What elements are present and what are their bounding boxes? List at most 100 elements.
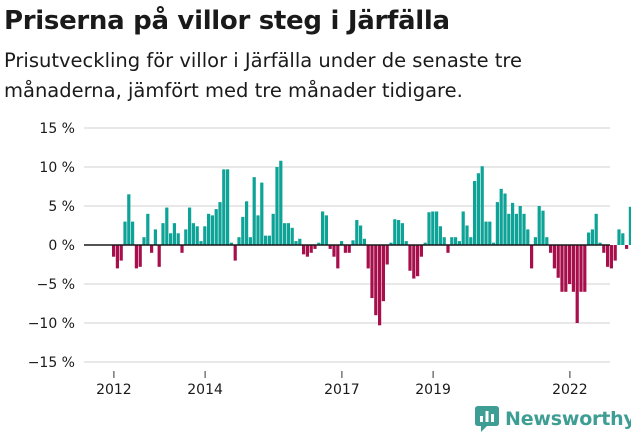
- bar: [568, 245, 572, 284]
- bar: [545, 237, 549, 245]
- bar: [374, 245, 378, 316]
- bar: [370, 245, 374, 299]
- bar: [188, 207, 192, 245]
- bar: [609, 245, 613, 269]
- bar: [165, 207, 169, 245]
- bar: [347, 245, 351, 253]
- bar: [564, 245, 568, 292]
- bar: [389, 242, 393, 245]
- bar: [340, 241, 344, 245]
- bar: [260, 182, 264, 245]
- bar: [123, 221, 127, 245]
- bar: [138, 245, 142, 267]
- bar: [416, 245, 420, 277]
- y-tick-label: 5 %: [48, 199, 75, 215]
- bar: [366, 245, 370, 269]
- bar: [492, 242, 496, 245]
- bar: [541, 210, 545, 245]
- bar: [343, 245, 347, 253]
- bar: [556, 245, 560, 278]
- bar: [454, 237, 458, 245]
- bar: [476, 173, 480, 245]
- bar: [305, 245, 309, 257]
- bar: [606, 245, 610, 267]
- bar: [119, 245, 123, 261]
- bar: [400, 223, 404, 245]
- bar: [264, 235, 268, 245]
- bar: [423, 242, 427, 245]
- bar: [412, 245, 416, 279]
- bar: [184, 229, 188, 245]
- bar: [199, 241, 203, 245]
- bar: [469, 237, 473, 245]
- bar: [286, 223, 290, 245]
- bar: [157, 245, 161, 267]
- bar: [245, 201, 249, 245]
- bar: [218, 202, 222, 245]
- bar: [112, 245, 116, 257]
- bar: [191, 223, 195, 245]
- bar: [275, 167, 279, 245]
- bar: [579, 245, 583, 292]
- bar: [457, 241, 461, 245]
- bar: [602, 245, 606, 253]
- bar: [355, 220, 359, 245]
- bar: [549, 245, 553, 253]
- bar: [533, 237, 537, 245]
- x-tick-label: 2014: [187, 382, 223, 398]
- bar: [465, 225, 469, 245]
- bar: [537, 206, 541, 245]
- bar: [560, 245, 564, 292]
- bar: [473, 181, 477, 245]
- bar: [431, 211, 435, 245]
- bars: [112, 160, 631, 326]
- bar: [571, 245, 575, 292]
- bar: [313, 245, 317, 249]
- bar: [195, 226, 199, 245]
- bar: [359, 225, 363, 245]
- bar: [442, 237, 446, 245]
- bar: [598, 242, 602, 245]
- bar: [397, 220, 401, 245]
- bar: [146, 213, 150, 245]
- bar: [279, 160, 283, 245]
- bar: [427, 212, 431, 245]
- bar: [214, 209, 218, 245]
- bar: [351, 240, 355, 245]
- bar: [302, 245, 306, 255]
- bar: [503, 193, 507, 245]
- bar: [362, 238, 366, 245]
- bar: [381, 245, 385, 302]
- bar: [252, 177, 256, 245]
- bar: [613, 245, 617, 261]
- bar: [526, 229, 530, 245]
- bar: [203, 226, 207, 245]
- bar: [298, 238, 302, 245]
- bar: [161, 223, 165, 245]
- bar: [248, 237, 252, 245]
- x-tick-label: 2019: [415, 382, 451, 398]
- newsworthy-logo-text: Newsworthy: [505, 408, 631, 430]
- bar: [241, 216, 245, 245]
- bar: [488, 221, 492, 245]
- bar: [404, 241, 408, 245]
- bar: [511, 202, 515, 245]
- bar: [518, 206, 522, 245]
- bar: [328, 245, 332, 249]
- bar: [153, 229, 157, 245]
- bar: [484, 221, 488, 245]
- bar: [290, 227, 294, 245]
- bar: [625, 245, 629, 249]
- bar: [575, 245, 579, 323]
- bar: [587, 232, 591, 245]
- bar: [336, 245, 340, 269]
- bar: [621, 233, 625, 245]
- bar: [378, 245, 382, 326]
- bar: [507, 213, 511, 245]
- bar: [210, 215, 214, 245]
- bar: [583, 245, 587, 292]
- bar: [514, 213, 518, 245]
- y-tick-label: −10 %: [28, 316, 75, 332]
- y-tick-label: 10 %: [39, 160, 75, 176]
- bar: [552, 245, 556, 269]
